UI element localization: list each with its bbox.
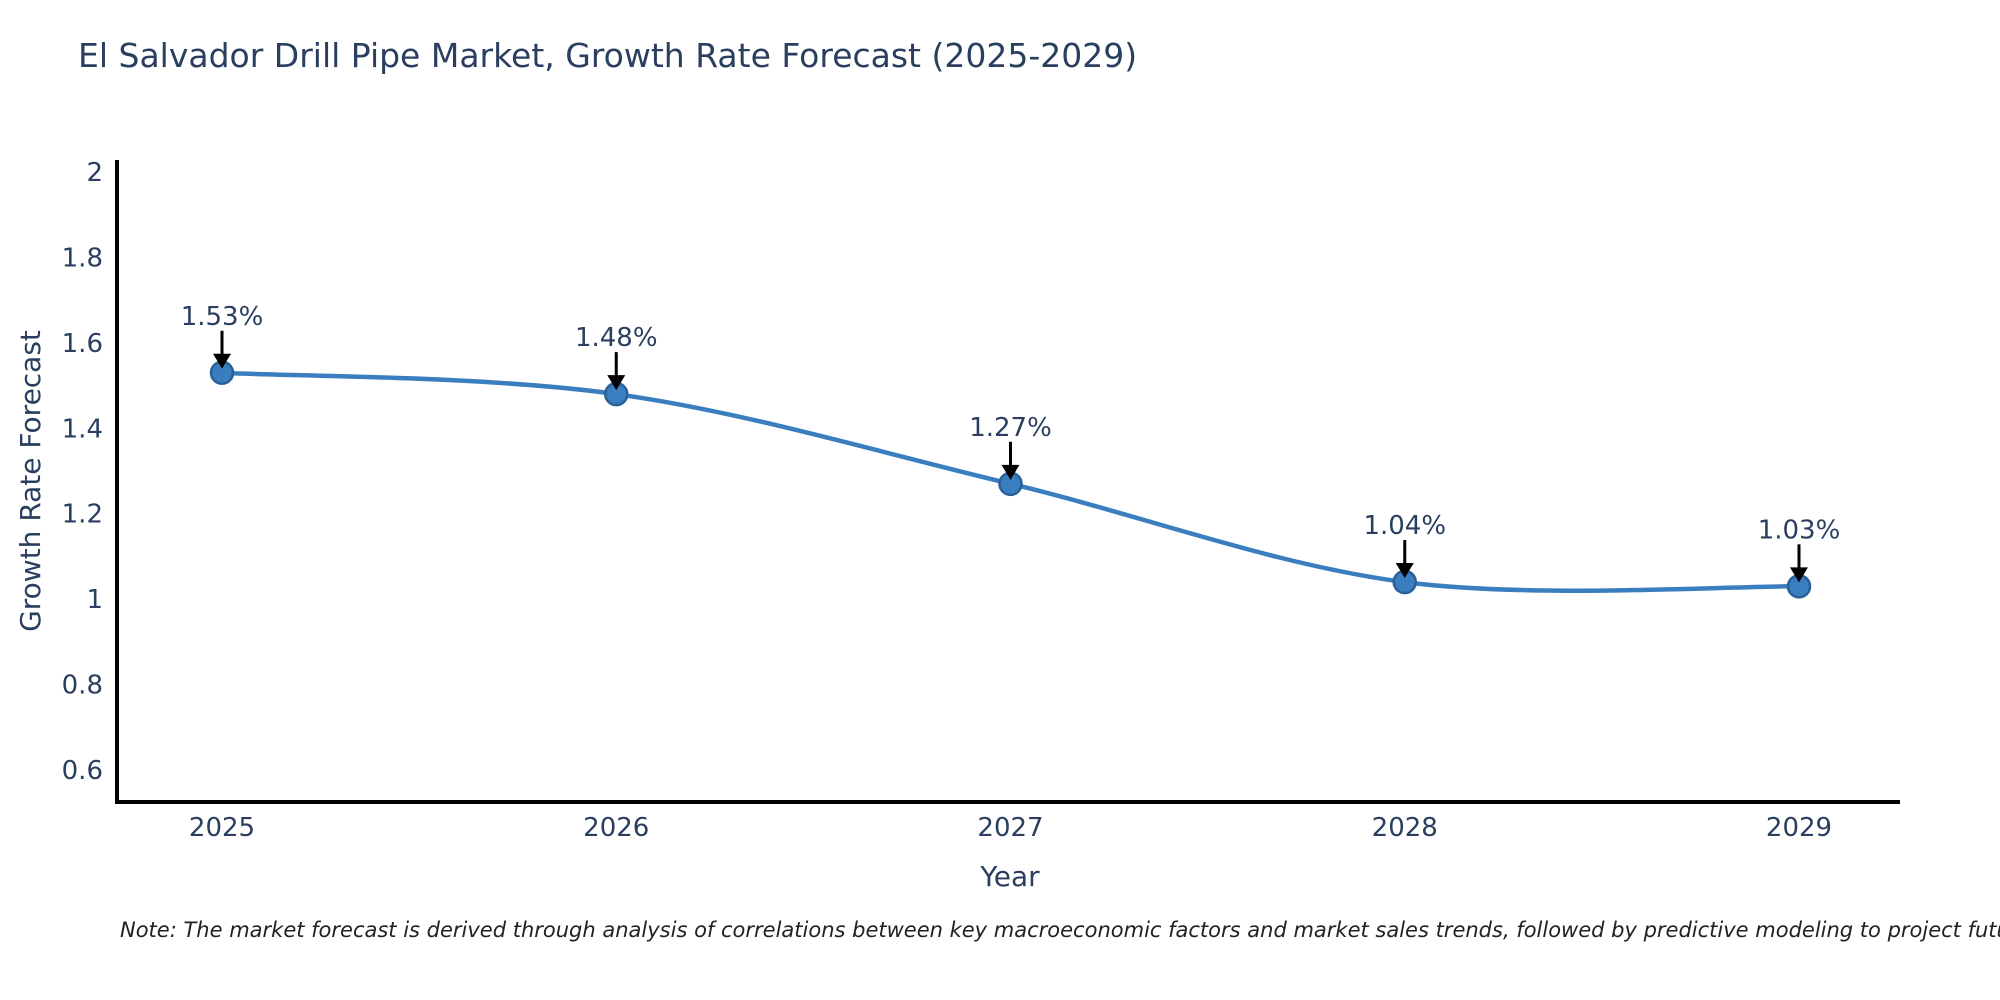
- y-tick-label: 1.4: [62, 414, 103, 444]
- annotation-label: 1.48%: [575, 323, 658, 353]
- annotation-arrow-shaft: [1797, 544, 1801, 571]
- annotation-label: 1.04%: [1363, 511, 1446, 541]
- x-tick-label: 2026: [583, 813, 649, 843]
- x-tick-label: 2028: [1372, 813, 1438, 843]
- annotation-arrow-shaft: [1009, 441, 1012, 468]
- annotation-arrow-shaft: [1403, 540, 1407, 567]
- y-tick-label: 2: [86, 158, 103, 188]
- annotation-arrow-head: [1395, 563, 1414, 579]
- x-tick-label: 2029: [1766, 813, 1832, 843]
- y-tick-label: 0.8: [62, 671, 103, 701]
- x-tick-label: 2027: [977, 813, 1043, 843]
- annotation-arrow-head: [1001, 464, 1020, 480]
- annotation-arrow-head: [213, 353, 231, 369]
- annotation-arrow-head: [1790, 567, 1808, 583]
- y-tick-label: 1.6: [62, 329, 103, 359]
- x-tick-label: 2025: [189, 813, 255, 843]
- x-axis-line: [115, 800, 1900, 804]
- annotation-arrow-shaft: [220, 330, 224, 357]
- x-axis-title: Year: [979, 860, 1040, 893]
- chart-title: El Salvador Drill Pipe Market, Growth Ra…: [78, 36, 1138, 75]
- y-axis-title: Growth Rate Forecast: [14, 330, 47, 632]
- annotation-label: 1.27%: [969, 413, 1052, 443]
- y-axis-line: [115, 160, 119, 804]
- y-tick-label: 1.8: [62, 243, 103, 273]
- annotation-label: 1.03%: [1758, 515, 1841, 545]
- annotation-arrow-shaft: [614, 352, 618, 379]
- annotation-arrow-head: [607, 375, 626, 391]
- y-tick-label: 0.6: [62, 756, 103, 786]
- y-tick-label: 1.2: [62, 500, 103, 530]
- y-tick-label: 1: [86, 585, 103, 615]
- footnote: Note: The market forecast is derived thr…: [120, 918, 2000, 942]
- annotation-label: 1.53%: [181, 302, 264, 332]
